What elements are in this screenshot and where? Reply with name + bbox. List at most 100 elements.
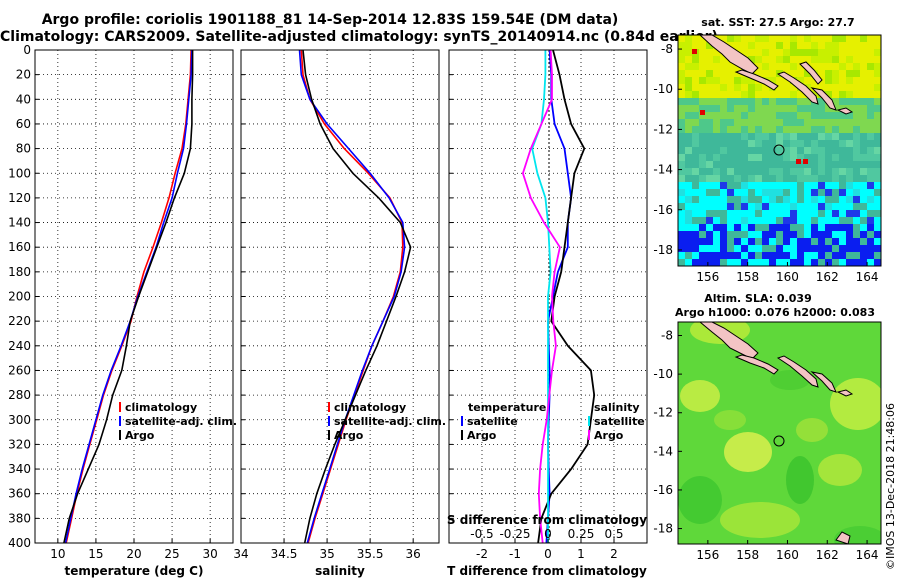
sst-cell xyxy=(678,140,685,147)
sst-cell xyxy=(762,112,769,119)
sst-cell xyxy=(678,245,685,252)
sst-cell xyxy=(811,231,818,238)
sst-cell xyxy=(706,196,713,203)
sst-cell xyxy=(748,133,755,140)
sst-cell xyxy=(748,126,755,133)
sst-cell xyxy=(783,238,790,245)
sst-cell xyxy=(734,238,741,245)
sst-cell xyxy=(874,224,881,231)
sst-cell xyxy=(846,70,853,77)
sst-cell xyxy=(811,42,818,49)
sst-cell xyxy=(776,231,783,238)
sst-cell xyxy=(755,112,762,119)
sst-cell xyxy=(839,210,846,217)
sst-cell xyxy=(818,210,825,217)
sst-cell xyxy=(783,217,790,224)
map-y-tick-label: -18 xyxy=(653,522,673,536)
sst-cell xyxy=(685,189,692,196)
sst-cell xyxy=(874,189,881,196)
sst-cell xyxy=(713,119,720,126)
sst-cell xyxy=(762,35,769,42)
sst-cell xyxy=(790,154,797,161)
sst-cell xyxy=(734,168,741,175)
sst-cell xyxy=(867,70,874,77)
s-tick-label: -0.25 xyxy=(499,527,530,541)
map-y-tick-label: -16 xyxy=(653,483,673,497)
sst-cell xyxy=(776,91,783,98)
y-tick-label: 140 xyxy=(8,216,31,230)
sst-cell xyxy=(699,224,706,231)
sst-hot-cell xyxy=(700,110,705,115)
sst-cell xyxy=(769,77,776,84)
sst-cell xyxy=(776,210,783,217)
sst-cell xyxy=(874,56,881,63)
sst-cell xyxy=(755,175,762,182)
sst-cell xyxy=(846,210,853,217)
sst-cell xyxy=(755,189,762,196)
sst-cell xyxy=(783,119,790,126)
sst-cell xyxy=(685,217,692,224)
sst-cell xyxy=(685,126,692,133)
sst-cell xyxy=(769,42,776,49)
sst-cell xyxy=(867,217,874,224)
sst-cell xyxy=(748,238,755,245)
sst-cell xyxy=(755,119,762,126)
sst-cell xyxy=(846,112,853,119)
sst-cell xyxy=(846,168,853,175)
sst-cell xyxy=(720,210,727,217)
sst-cell xyxy=(832,161,839,168)
sst-cell xyxy=(832,175,839,182)
sst-cell xyxy=(846,119,853,126)
sst-cell xyxy=(776,42,783,49)
t-difference-xlabel: T difference from climatology xyxy=(447,564,647,578)
sst-cell xyxy=(825,245,832,252)
sst-cell xyxy=(853,63,860,70)
sst-cell xyxy=(839,175,846,182)
sst-cell xyxy=(741,105,748,112)
sst-cell xyxy=(706,147,713,154)
sst-cell xyxy=(720,105,727,112)
sst-cell xyxy=(783,49,790,56)
sst-cell xyxy=(748,91,755,98)
sst-cell xyxy=(678,196,685,203)
sst-cell xyxy=(818,252,825,259)
sst-cell xyxy=(860,126,867,133)
sst-cell xyxy=(790,224,797,231)
sst-cell xyxy=(748,154,755,161)
sst-cell xyxy=(825,189,832,196)
sst-cell xyxy=(762,196,769,203)
sst-cell xyxy=(832,84,839,91)
sst-cell xyxy=(734,161,741,168)
sst-cell xyxy=(776,112,783,119)
sst-cell xyxy=(853,245,860,252)
sst-cell xyxy=(811,56,818,63)
sst-cell xyxy=(720,168,727,175)
sst-cell xyxy=(706,140,713,147)
sst-cell xyxy=(678,238,685,245)
s-difference-label: S difference from climatology xyxy=(447,513,647,527)
sst-cell xyxy=(790,189,797,196)
sst-cell xyxy=(685,84,692,91)
sst-cell xyxy=(713,196,720,203)
sst-cell xyxy=(748,49,755,56)
sst-cell xyxy=(839,42,846,49)
sst-cell xyxy=(685,168,692,175)
sst-cell xyxy=(818,203,825,210)
s-tick-label: 0.25 xyxy=(568,527,595,541)
sst-cell xyxy=(755,133,762,140)
sst-cell xyxy=(853,70,860,77)
sst-cell xyxy=(741,112,748,119)
sst-cell xyxy=(860,140,867,147)
sst-cell xyxy=(727,147,734,154)
sst-cell xyxy=(727,196,734,203)
sst-cell xyxy=(776,238,783,245)
sst-cell xyxy=(818,140,825,147)
sst-cell xyxy=(755,63,762,70)
sst-cell xyxy=(699,84,706,91)
sst-cell xyxy=(769,245,776,252)
sst-cell xyxy=(685,224,692,231)
sst-cell xyxy=(804,196,811,203)
sst-cell xyxy=(825,42,832,49)
sst-cell xyxy=(734,252,741,259)
sst-cell xyxy=(804,259,811,266)
